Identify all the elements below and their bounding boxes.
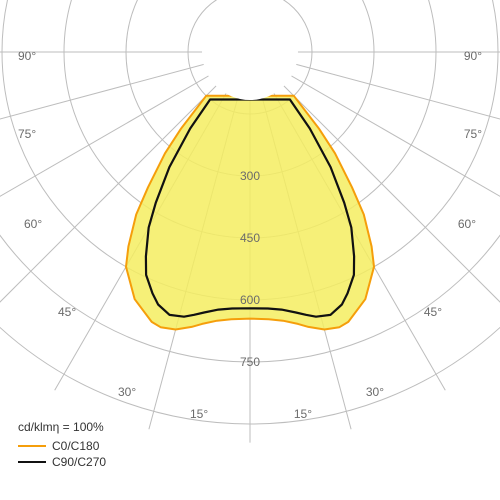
svg-text:45°: 45° — [58, 305, 76, 319]
chart-caption: cd/klmη = 100% — [18, 420, 104, 434]
legend-swatch-c0 — [18, 445, 46, 447]
svg-text:90°: 90° — [464, 49, 482, 63]
legend-item-c0: C0/C180 — [18, 438, 106, 454]
svg-text:30°: 30° — [366, 385, 384, 399]
svg-text:60°: 60° — [458, 217, 476, 231]
svg-text:75°: 75° — [464, 127, 482, 141]
legend-swatch-c90 — [18, 461, 46, 463]
svg-text:90°: 90° — [18, 49, 36, 63]
svg-text:75°: 75° — [18, 127, 36, 141]
legend-label-c90: C90/C270 — [52, 455, 106, 469]
legend: C0/C180 C90/C270 — [18, 438, 106, 470]
legend-label-c0: C0/C180 — [52, 439, 99, 453]
svg-text:15°: 15° — [294, 407, 312, 421]
svg-text:15°: 15° — [190, 407, 208, 421]
svg-text:60°: 60° — [24, 217, 42, 231]
legend-item-c90: C90/C270 — [18, 454, 106, 470]
svg-text:600: 600 — [240, 293, 260, 307]
svg-text:45°: 45° — [424, 305, 442, 319]
svg-text:30°: 30° — [118, 385, 136, 399]
svg-text:300: 300 — [240, 169, 260, 183]
svg-text:750: 750 — [240, 355, 260, 369]
svg-text:450: 450 — [240, 231, 260, 245]
